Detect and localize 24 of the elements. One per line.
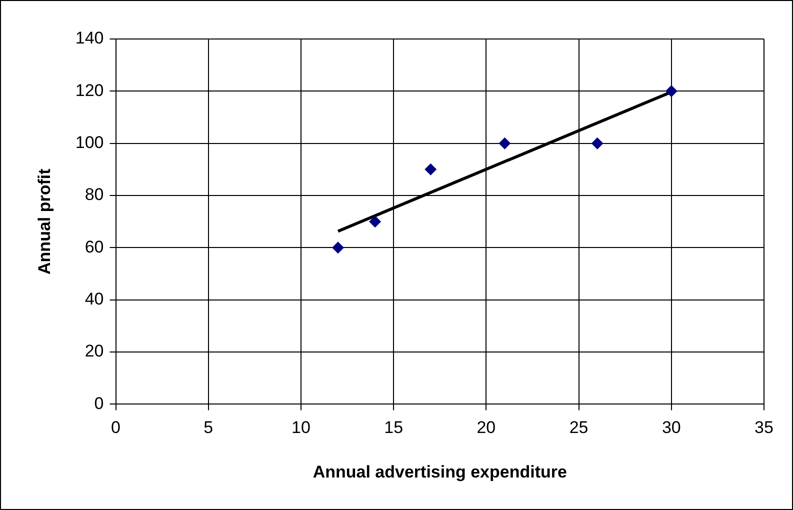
point <box>424 163 437 176</box>
x-tick-label: 30 <box>662 418 681 438</box>
y-tick-label: 40 <box>84 290 104 309</box>
point <box>498 137 511 150</box>
point <box>665 85 678 98</box>
x-axis-title: Annual advertising expenditure <box>312 462 567 482</box>
point <box>591 137 604 150</box>
x-tick-label: 25 <box>569 418 588 438</box>
point <box>332 242 344 254</box>
x-tick-label: 20 <box>476 418 496 438</box>
x-tick-label: 10 <box>292 418 310 438</box>
x-tick-label: 0 <box>111 418 120 438</box>
y-axis-title: Annual profit <box>34 168 54 274</box>
y-tick-label: 0 <box>94 394 104 413</box>
y-tick-label: 80 <box>84 185 104 204</box>
x-tick-label: 15 <box>384 418 404 438</box>
y-tick-label: 120 <box>75 80 104 100</box>
x-tick-label: 5 <box>204 418 214 438</box>
y-tick-label: 60 <box>84 237 104 256</box>
x-tick-label: 35 <box>754 418 774 438</box>
y-tick-label: 100 <box>75 133 104 152</box>
y-tick-label: 20 <box>84 342 104 361</box>
point <box>369 216 382 228</box>
y-tick-label: 140 <box>75 28 104 48</box>
